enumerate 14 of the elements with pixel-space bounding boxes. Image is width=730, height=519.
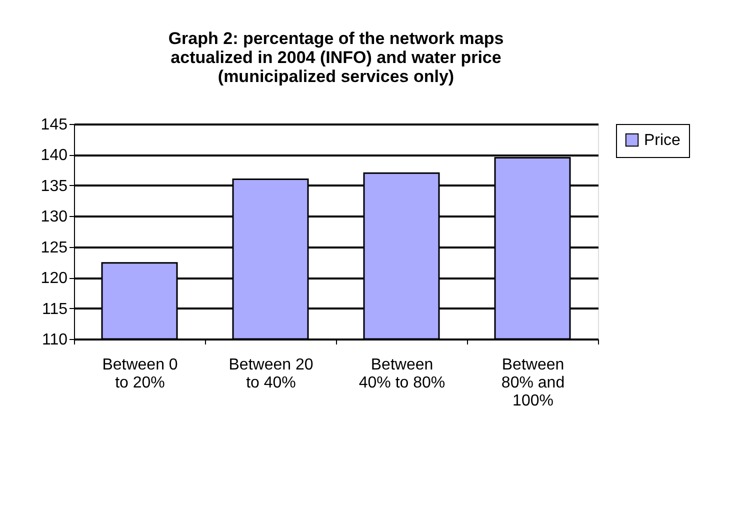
y-tick-label: 140 bbox=[40, 147, 68, 164]
x-tick-label: Between 0 to 20% bbox=[102, 356, 178, 392]
x-tick-label: Between 80% and 100% bbox=[501, 356, 565, 410]
chart-title: Graph 2: percentage of the network maps actualized in 2004 (INFO) and water price (municipalized services only) bbox=[168, 29, 504, 86]
x-tick-label: Between 20 to 40% bbox=[228, 356, 314, 392]
y-tick-label: 130 bbox=[40, 208, 68, 226]
y-tick-label: 125 bbox=[40, 239, 68, 256]
y-tick-label: 110 bbox=[42, 332, 68, 348]
y-tick-label: 135 bbox=[40, 178, 68, 195]
y-tick-label: 120 bbox=[40, 270, 68, 288]
legend-label: Price bbox=[644, 132, 681, 149]
y-tick-label: 115 bbox=[42, 300, 68, 318]
y-tick-label: 145 bbox=[40, 116, 68, 134]
x-tick-label: Between 40% to 80% bbox=[358, 356, 446, 392]
